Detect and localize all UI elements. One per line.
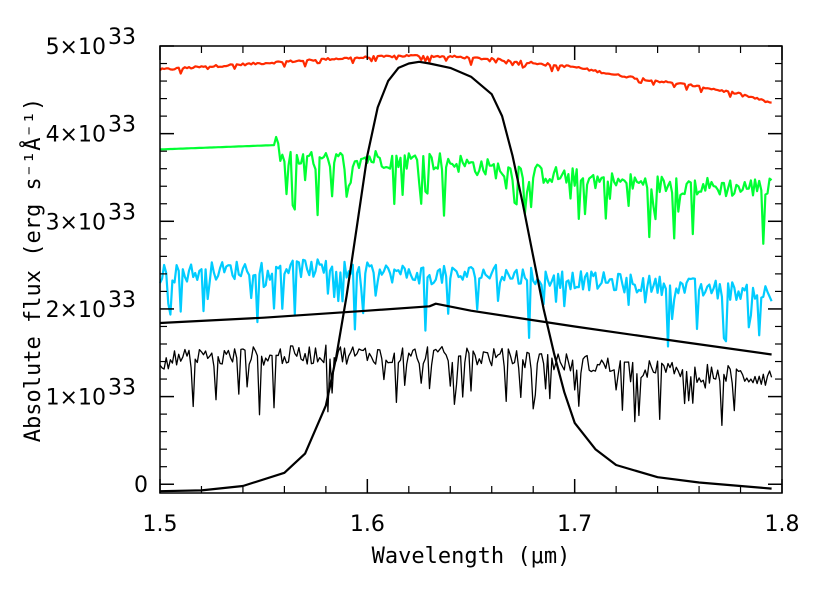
x-tick-label: 1.8 [765, 512, 800, 537]
y-tick-label: 5×10 [46, 35, 106, 60]
series-line-2 [159, 135, 773, 245]
y-tick-label: 4×10 [46, 123, 106, 148]
y-tick-label: 2×10 [46, 298, 106, 323]
series-line-3 [159, 258, 773, 348]
y-axis-label: Absolute flux (erg s⁻¹Å⁻¹) [19, 98, 46, 442]
y-tick-exponent: 33 [108, 25, 136, 50]
y-tick-label: 0 [134, 473, 148, 498]
series-line-1 [159, 54, 772, 104]
y-tick-exponent: 33 [108, 113, 136, 138]
y-tick-label: 1×10 [46, 386, 106, 411]
y-tick-exponent: 33 [108, 200, 136, 225]
plot-frame [159, 45, 783, 494]
y-tick-exponent: 33 [108, 376, 136, 401]
x-tick-label: 1.5 [143, 512, 178, 537]
x-axis-label: Wavelength (μm) [372, 544, 571, 569]
x-tick-label: 1.7 [557, 512, 592, 537]
series-line-5 [159, 344, 773, 426]
tick-layer: 1.5 1.6 1.7 1.801×10 332×10 333×10 334×10 335×1… [46, 25, 800, 537]
y-tick-exponent: 33 [108, 288, 136, 313]
x-tick-label: 1.6 [350, 512, 385, 537]
series-layer [159, 54, 773, 493]
series-line-6 [159, 60, 772, 493]
y-tick-label: 3×10 [46, 210, 106, 235]
series-line-4 [159, 302, 772, 356]
